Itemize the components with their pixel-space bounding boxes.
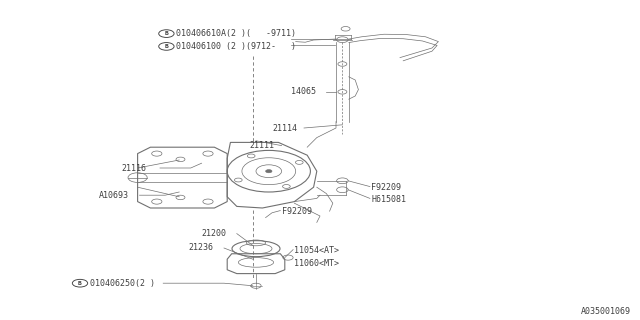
Text: 21114: 21114 xyxy=(272,124,297,132)
Text: 11060<MT>: 11060<MT> xyxy=(294,259,339,268)
Text: 14065: 14065 xyxy=(291,87,316,96)
Circle shape xyxy=(266,170,272,173)
Text: H615081: H615081 xyxy=(371,195,406,204)
Text: B: B xyxy=(164,44,168,49)
Text: B: B xyxy=(164,31,168,36)
Text: 21116: 21116 xyxy=(122,164,147,172)
Text: F92209: F92209 xyxy=(282,207,312,216)
Text: 21111: 21111 xyxy=(250,141,275,150)
Text: B: B xyxy=(78,281,82,286)
Text: 21200: 21200 xyxy=(202,229,227,238)
Text: F92209: F92209 xyxy=(371,183,401,192)
Text: 010406610A(2 )(   -9711): 010406610A(2 )( -9711) xyxy=(176,29,296,38)
Text: A035001069: A035001069 xyxy=(580,308,630,316)
Text: 010406100 (2 )(9712-   ): 010406100 (2 )(9712- ) xyxy=(176,42,296,51)
Text: A10693: A10693 xyxy=(99,191,129,200)
Text: 11054<AT>: 11054<AT> xyxy=(294,246,339,255)
Text: 21236: 21236 xyxy=(189,244,214,252)
Text: 010406250(2 ): 010406250(2 ) xyxy=(90,279,155,288)
